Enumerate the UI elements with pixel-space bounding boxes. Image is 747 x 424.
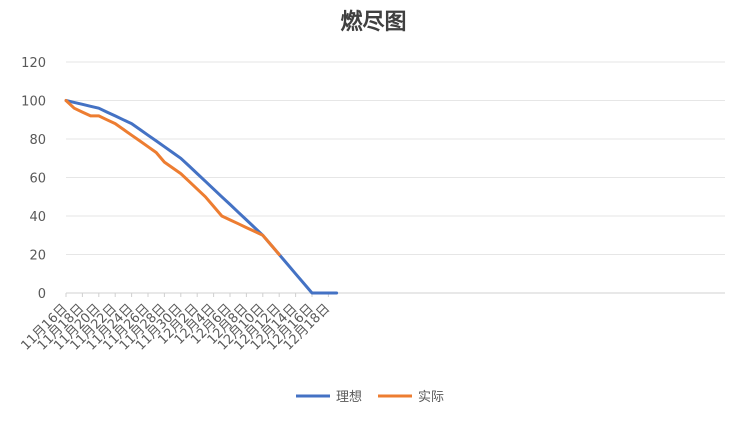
chart-title: 燃尽图 [340, 9, 407, 35]
y-tick-label: 80 [29, 133, 46, 148]
legend-label-0: 理想 [336, 389, 362, 405]
series-line-1 [64, 99, 281, 256]
y-tick-label: 60 [29, 172, 46, 187]
legend-label-1: 实际 [418, 390, 444, 405]
y-tick-label: 40 [29, 210, 46, 225]
series-line-0 [64, 99, 339, 295]
y-tick-label: 120 [21, 56, 46, 71]
y-tick-label: 100 [21, 95, 46, 110]
y-tick-label: 20 [29, 249, 46, 264]
y-tick-label: 0 [38, 287, 46, 302]
